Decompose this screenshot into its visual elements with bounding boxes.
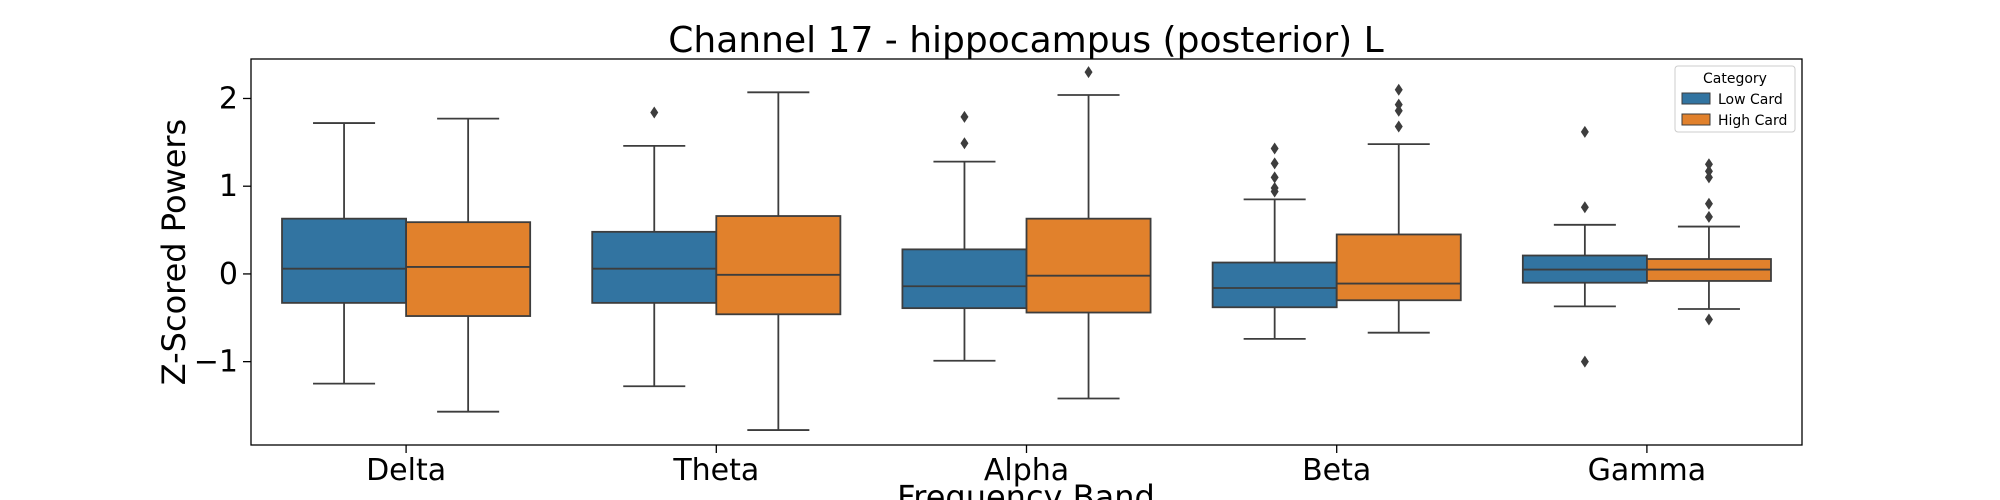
box-group-gamma-high-card: [1647, 158, 1771, 325]
legend-label-low-card: Low Card: [1718, 92, 1783, 108]
box-group-gamma-low-card: [1523, 126, 1647, 368]
legend-swatch-low-card: [1682, 93, 1710, 104]
box: [406, 222, 530, 316]
outlier-point: [960, 111, 968, 123]
box-group-alpha-low-card: [902, 111, 1026, 361]
outlier-point: [1581, 126, 1589, 138]
x-tick-label: Gamma: [1588, 453, 1706, 488]
box: [716, 216, 840, 314]
outlier-point: [1395, 121, 1403, 133]
y-tick-label: 2: [219, 81, 238, 116]
box-group-beta-high-card: [1337, 84, 1461, 333]
outlier-point: [1395, 84, 1403, 96]
box-group-delta-low-card: [282, 123, 406, 384]
box: [1027, 219, 1151, 313]
x-axis-label: Frequency Band: [897, 478, 1155, 500]
outlier-point: [1271, 171, 1279, 183]
box-group-theta-high-card: [716, 92, 840, 430]
y-tick-label: 1: [219, 169, 238, 204]
box-group-delta-high-card: [406, 119, 530, 412]
outlier-point: [1085, 66, 1093, 78]
outlier-point: [1271, 142, 1279, 154]
outlier-point: [1581, 356, 1589, 368]
outlier-point: [1705, 211, 1713, 223]
outlier-point: [1581, 201, 1589, 213]
y-tick-label: −1: [194, 345, 238, 380]
y-tick-label: 0: [219, 257, 238, 292]
plot-area: [282, 66, 1771, 430]
legend-label-high-card: High Card: [1718, 113, 1787, 129]
legend: Category Low Card High Card: [1675, 66, 1795, 132]
outlier-point: [1395, 99, 1403, 111]
box: [902, 249, 1026, 308]
box: [1337, 234, 1461, 300]
outlier-point: [1271, 157, 1279, 169]
y-axis: −1 0 1 2: [194, 81, 251, 379]
outlier-point: [960, 137, 968, 149]
outlier-point: [1705, 314, 1713, 326]
box-group-alpha-high-card: [1027, 66, 1151, 398]
legend-swatch-high-card: [1682, 114, 1710, 125]
box: [282, 219, 406, 303]
y-axis-label: Z-Scored Powers: [155, 119, 193, 385]
outlier-point: [650, 107, 658, 119]
x-tick-label: Theta: [672, 453, 759, 488]
x-tick-label: Delta: [366, 453, 446, 488]
chart-title: Channel 17 - hippocampus (posterior) L: [668, 20, 1383, 61]
box: [1213, 263, 1337, 308]
x-tick-label: Beta: [1302, 453, 1371, 488]
legend-title: Category: [1703, 71, 1767, 87]
box-group-beta-low-card: [1213, 142, 1337, 338]
box-group-theta-low-card: [592, 107, 716, 387]
outlier-point: [1705, 158, 1713, 170]
box: [592, 232, 716, 303]
outlier-point: [1705, 198, 1713, 210]
